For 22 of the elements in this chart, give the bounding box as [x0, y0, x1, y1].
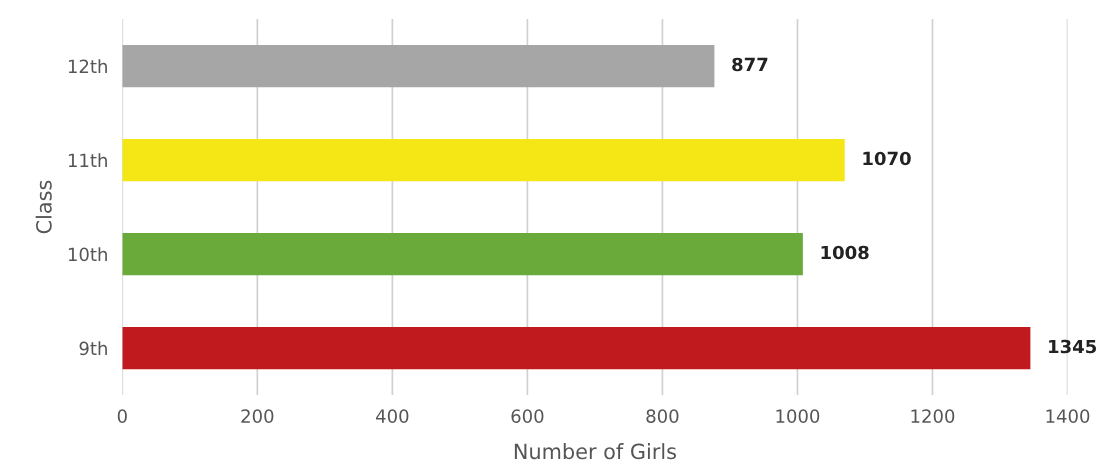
data-label: 1345 — [1049, 339, 1097, 354]
x-tick-label: 800 — [646, 409, 679, 423]
y-axis-title: Class — [35, 180, 52, 234]
bar — [122, 326, 1031, 370]
data-label: 877 — [732, 57, 768, 72]
x-tick-label: 1200 — [911, 409, 955, 423]
y-tick-label: 11th — [68, 153, 107, 167]
data-label: 1008 — [821, 245, 869, 260]
x-tick-label: 600 — [511, 409, 544, 423]
x-tick-label: 200 — [241, 409, 274, 423]
x-tick-label: 1000 — [776, 409, 820, 423]
y-tick-label: 9th — [79, 341, 107, 356]
x-tick-label: 1400 — [1046, 409, 1090, 423]
x-tick-label: 400 — [376, 409, 409, 423]
bar — [122, 138, 845, 182]
x-tick-label: 0 — [117, 409, 127, 423]
data-label: 1070 — [863, 151, 911, 166]
bar — [122, 232, 803, 276]
y-tick-label: 12th — [68, 59, 107, 73]
y-tick-label: 10th — [68, 247, 107, 262]
bar — [122, 44, 715, 88]
x-axis-title: Number of Girls — [514, 443, 676, 460]
